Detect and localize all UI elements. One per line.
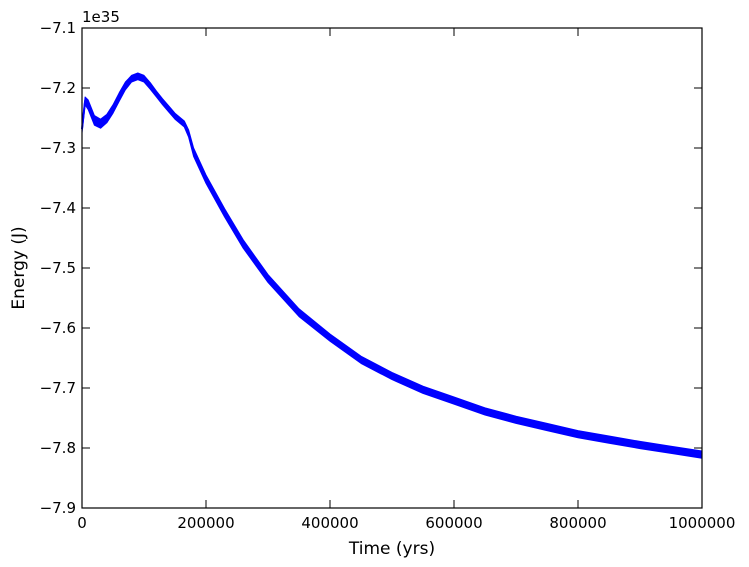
x-tick-label: 200000 <box>177 514 234 532</box>
y-tick-label: −7.4 <box>40 199 76 217</box>
plot-frame <box>81 27 703 509</box>
y-tick-label: −7.8 <box>40 439 76 457</box>
y-tick-label: −7.5 <box>40 259 76 277</box>
x-tick-label: 1000000 <box>669 514 736 532</box>
axis-ticks: 0 200000 400000 600000 800000 1000000 −7.1 −7.2… <box>40 19 736 532</box>
x-tick-label: 600000 <box>425 514 482 532</box>
y-axis-label: Energy (J) <box>9 226 29 309</box>
x-tick-label: 0 <box>77 514 87 532</box>
series-line <box>81 75 703 456</box>
y-tick-label: −7.9 <box>40 499 76 517</box>
y-tick-label: −7.2 <box>40 79 76 97</box>
x-tick-label: 800000 <box>549 514 606 532</box>
y-tick-label: −7.1 <box>40 19 76 37</box>
y-tick-label: −7.7 <box>40 379 76 397</box>
x-tick-label: 400000 <box>301 514 358 532</box>
y-tick-label: −7.6 <box>40 319 76 337</box>
y-offset-label: 1e35 <box>82 8 120 26</box>
y-tick-label: −7.3 <box>40 139 76 157</box>
x-axis-label: Time (yrs) <box>348 539 435 559</box>
